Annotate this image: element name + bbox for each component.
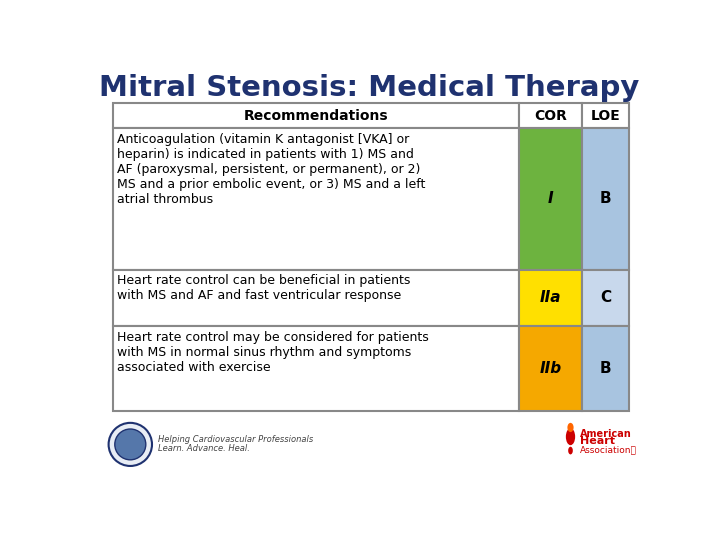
Text: LOE: LOE xyxy=(590,109,620,123)
Bar xyxy=(582,103,629,128)
Text: American: American xyxy=(580,429,631,438)
Bar xyxy=(582,326,629,411)
Circle shape xyxy=(114,429,145,460)
Text: Recommendations: Recommendations xyxy=(243,109,388,123)
Text: B: B xyxy=(600,191,611,206)
Bar xyxy=(518,269,582,326)
Bar xyxy=(113,326,518,411)
Bar xyxy=(518,103,582,128)
Circle shape xyxy=(109,423,152,466)
Text: IIa: IIa xyxy=(539,291,561,306)
Text: Heart rate control may be considered for patients
with MS in normal sinus rhythm: Heart rate control may be considered for… xyxy=(117,331,429,374)
Text: Mitral Stenosis: Medical Therapy: Mitral Stenosis: Medical Therapy xyxy=(99,74,639,102)
Bar xyxy=(582,128,629,269)
Text: Association⸎: Association⸎ xyxy=(580,446,636,454)
Bar xyxy=(113,128,518,269)
Bar xyxy=(113,103,518,128)
Ellipse shape xyxy=(567,423,574,432)
Text: C: C xyxy=(600,291,611,306)
Text: I: I xyxy=(547,191,553,206)
Ellipse shape xyxy=(568,447,573,455)
Bar xyxy=(518,128,582,269)
Text: Helping Cardiovascular Professionals: Helping Cardiovascular Professionals xyxy=(158,435,313,444)
Text: Heart rate control can be beneficial in patients
with MS and AF and fast ventric: Heart rate control can be beneficial in … xyxy=(117,274,410,302)
Text: COR: COR xyxy=(534,109,567,123)
Text: B: B xyxy=(600,361,611,376)
Ellipse shape xyxy=(566,428,575,445)
Bar xyxy=(518,326,582,411)
Bar xyxy=(582,269,629,326)
Bar xyxy=(113,269,518,326)
Text: Heart: Heart xyxy=(580,436,615,447)
Text: Learn. Advance. Heal.: Learn. Advance. Heal. xyxy=(158,444,250,453)
Text: Anticoagulation (vitamin K antagonist [VKA] or
heparin) is indicated in patients: Anticoagulation (vitamin K antagonist [V… xyxy=(117,132,426,206)
Text: IIb: IIb xyxy=(539,361,562,376)
